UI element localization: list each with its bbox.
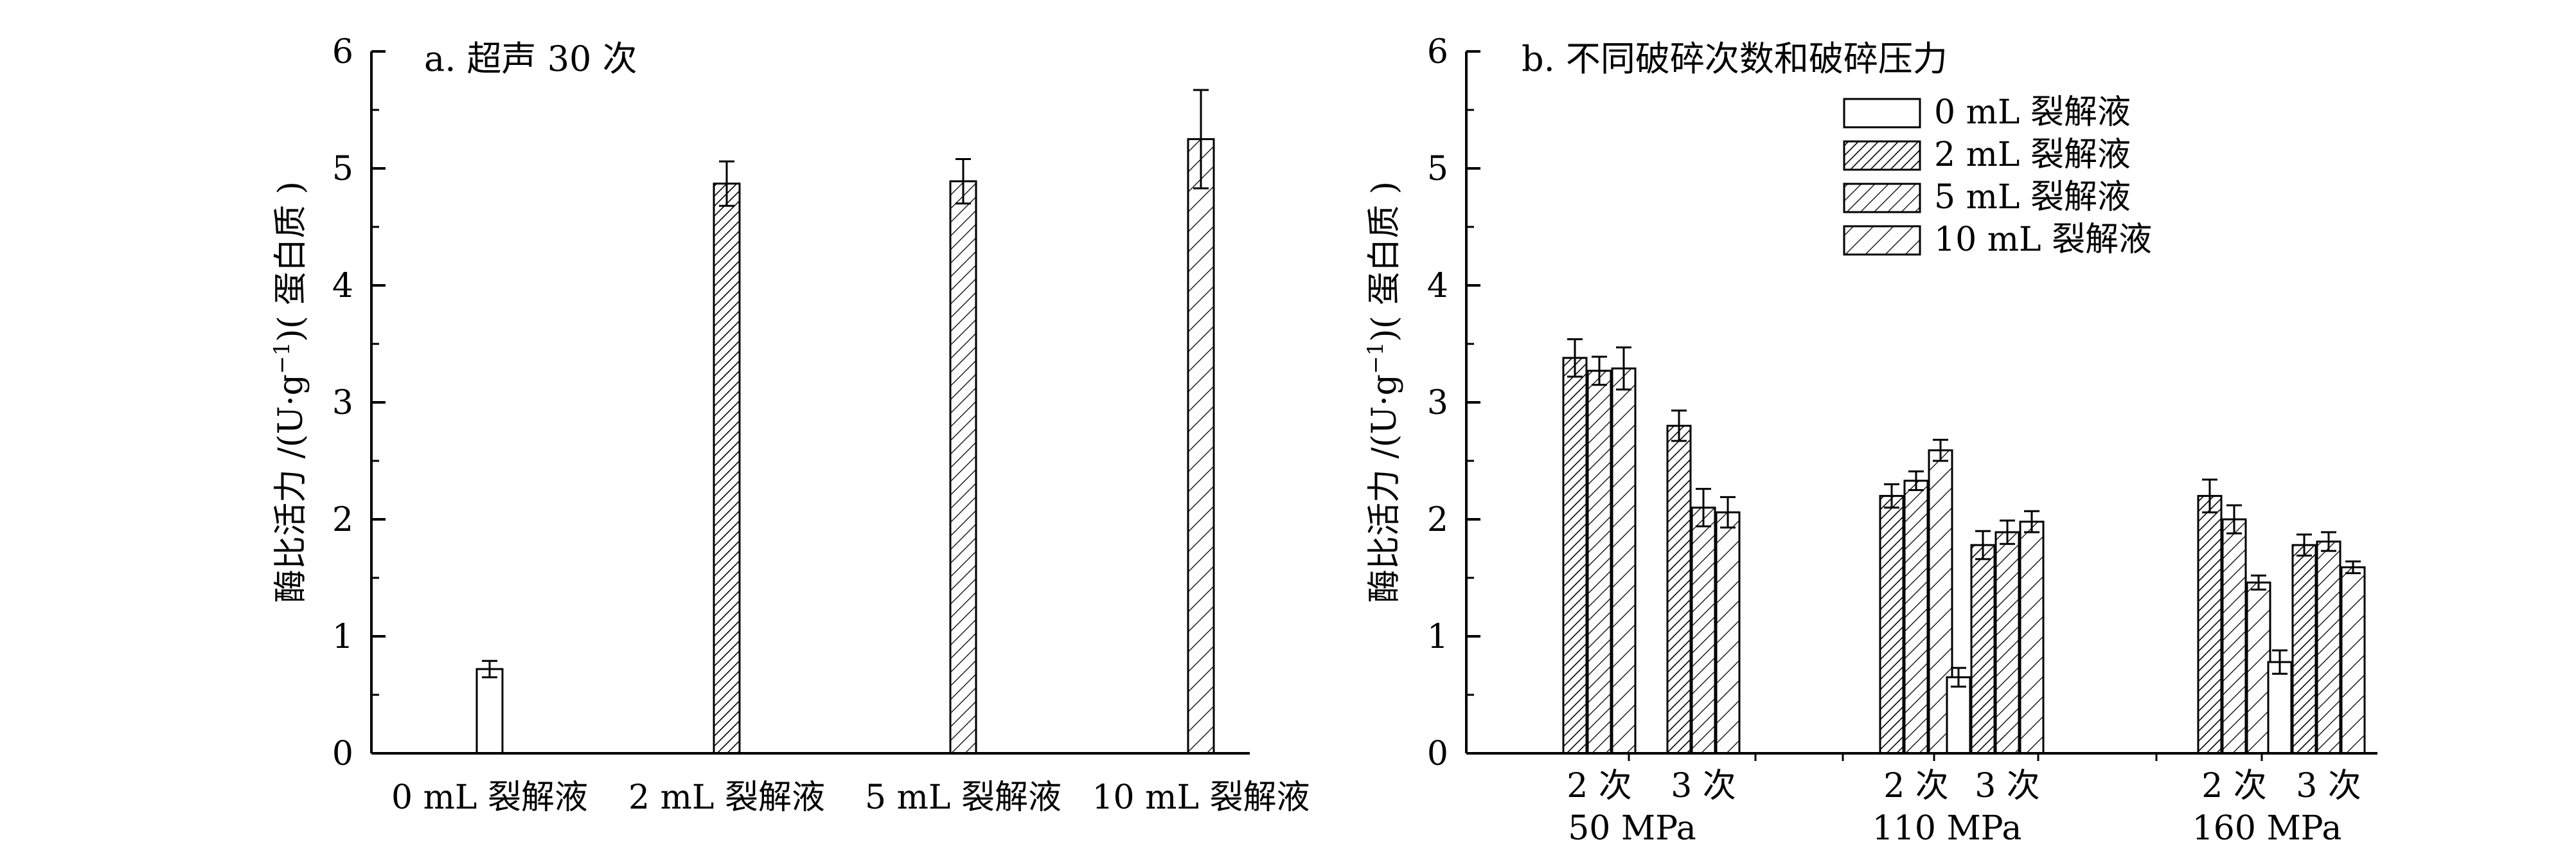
legend-swatch [1843, 225, 1921, 256]
bar [1879, 495, 1905, 755]
chart-b-y-label-main: 酶比活力 /(U·g [1365, 374, 1404, 603]
chart-a: a. 超声 30 次 酶比活力 /(U·g−1)( 蛋白质 ) 0123456 … [269, 33, 1310, 817]
y-tick-label: 6 [332, 33, 353, 71]
bar [2221, 518, 2247, 755]
y-tick-label: 5 [1427, 150, 1448, 188]
chart-a-bars [475, 138, 1215, 755]
y-tick-label: 3 [1427, 384, 1448, 422]
bar [1715, 511, 1741, 755]
bar [1970, 544, 1996, 755]
bar [1611, 367, 1637, 755]
bar [2340, 566, 2366, 755]
legend-swatch [1843, 183, 1921, 213]
bar [2316, 541, 2341, 755]
y-tick-label: 0 [1427, 735, 1448, 773]
x-subgroup-label: 2 次 [2201, 767, 2267, 805]
bar [1586, 370, 1612, 755]
legend-label: 2 mL 裂解液 [1934, 136, 2131, 174]
chart-a-error-bars [482, 89, 1209, 679]
x-subgroup-label: 3 次 [1671, 767, 1736, 805]
chart-a-title: a. 超声 30 次 [424, 39, 637, 79]
x-category-label: 2 mL 裂解液 [628, 778, 825, 817]
bar [2267, 661, 2293, 755]
bar [1562, 357, 1588, 755]
y-tick-label: 0 [332, 735, 353, 773]
legend-label: 10 mL 裂解液 [1934, 220, 2152, 259]
chart-a-y-axis-label: 酶比活力 /(U·g−1)( 蛋白质 ) [269, 181, 310, 603]
chart-a-y-label-main: 酶比活力 /(U·g [272, 374, 310, 603]
bar [1666, 424, 1692, 755]
legend-swatch [1843, 140, 1921, 171]
y-tick-label: 6 [1427, 33, 1448, 71]
legend-label: 0 mL 裂解液 [1934, 93, 2131, 132]
bar [2246, 581, 2271, 755]
bar [949, 180, 977, 755]
x-pressure-label: 110 MPa [1872, 809, 2022, 848]
bar [2197, 495, 2223, 755]
chart-b-y-label-tail: )( 蛋白质 ) [1365, 181, 1404, 342]
y-tick-label: 1 [332, 618, 353, 656]
chart-b-title: b. 不同破碎次数和破碎压力 [1522, 39, 1948, 79]
y-tick-label: 3 [332, 384, 353, 422]
x-category-label: 0 mL 裂解液 [391, 778, 588, 817]
x-subgroup-label: 2 次 [1883, 767, 1949, 805]
chart-b-y-axis-label: 酶比活力 /(U·g−1)( 蛋白质 ) [1363, 181, 1404, 603]
chart-a-x-labels: 0 mL 裂解液 2 mL 裂解液 5 mL 裂解液 10 mL 裂解液 [391, 778, 1310, 817]
chart-b-bars [1562, 357, 2366, 755]
y-tick-label: 4 [1427, 267, 1448, 305]
bar [2019, 521, 2045, 755]
y-tick-label: 5 [332, 150, 353, 188]
x-subgroup-label: 3 次 [2296, 767, 2361, 805]
bar [713, 183, 741, 755]
chart-a-y-label-sup: −1 [269, 342, 295, 374]
chart-b: b. 不同破碎次数和破碎压力 酶比活力 /(U·g−1)( 蛋白质 ) 0 1 2 3… [1363, 33, 2377, 848]
bar [1903, 479, 1929, 755]
bar [475, 668, 504, 755]
x-category-label: 10 mL 裂解液 [1092, 778, 1310, 817]
y-tick-label: 4 [332, 267, 353, 305]
y-tick-label: 1 [1427, 618, 1448, 656]
chart-b-y-label-sup: −1 [1363, 342, 1389, 374]
legend-swatch [1843, 98, 1921, 129]
chart-b-x-labels: 2 次 3 次 2 次 3 次 2 次 3 次 50 MPa 110 MPa 160 MPa [1567, 753, 2361, 848]
chart-a-y-label-tail: )( 蛋白质 ) [272, 181, 310, 342]
x-pressure-label: 160 MPa [2192, 809, 2342, 848]
chart-a-y-ticks: 0 1 2 3 4 5 6 [332, 33, 386, 773]
bar [1691, 506, 1716, 755]
chart-b-error-bars [1567, 338, 2361, 688]
x-category-label: 5 mL 裂解液 [865, 778, 1061, 817]
y-tick-label: 2 [1427, 501, 1448, 539]
x-subgroup-label: 3 次 [1975, 767, 2040, 805]
chart-b-y-ticks: 0 1 2 3 4 5 6 [1427, 33, 1480, 773]
bar [1946, 676, 1971, 755]
legend-label: 5 mL 裂解液 [1934, 178, 2131, 217]
y-tick-label: 2 [332, 501, 353, 539]
x-subgroup-label: 2 次 [1567, 767, 1632, 805]
x-pressure-label: 50 MPa [1568, 809, 1696, 848]
bar [1994, 531, 2020, 755]
bar [1187, 138, 1215, 755]
bar [2291, 544, 2317, 755]
